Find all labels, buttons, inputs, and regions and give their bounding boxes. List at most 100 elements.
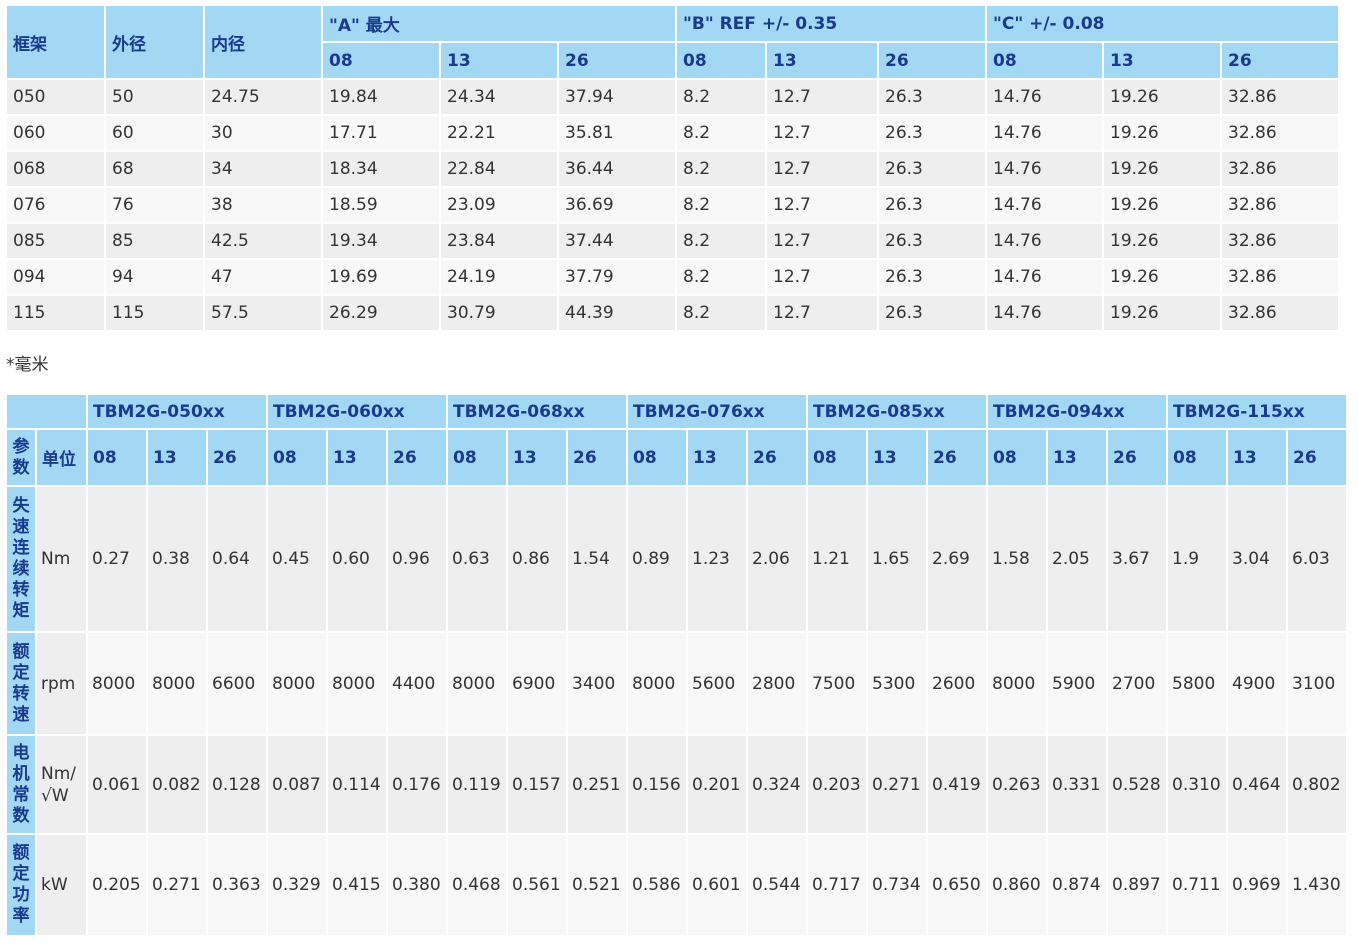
table-cell: 0.114 (328, 736, 386, 833)
table-cell: 0.874 (1048, 835, 1106, 935)
model-group-header: TBM2G-076xx (628, 395, 806, 428)
table-cell: 060 (7, 116, 104, 150)
table-cell: 32.86 (1222, 296, 1338, 330)
table-cell: 3.04 (1228, 487, 1286, 631)
table-cell: 0.711 (1168, 835, 1226, 935)
table-cell: 26.3 (879, 224, 985, 258)
table-cell: 12.7 (767, 296, 877, 330)
table-cell: 0.64 (208, 487, 266, 631)
table-cell: 8000 (148, 633, 206, 734)
table-cell: 14.76 (987, 116, 1102, 150)
sub-header: 26 (559, 43, 675, 78)
table-cell: 0.601 (688, 835, 746, 935)
table-cell: 0.734 (868, 835, 926, 935)
table-cell: 19.26 (1104, 224, 1220, 258)
table-cell: 37.44 (559, 224, 675, 258)
sub-header: 26 (1108, 430, 1166, 485)
table-row: 050 50 24.75 19.84 24.34 37.94 8.2 12.7 26.3 14.7… (7, 80, 1338, 114)
table-cell: 2800 (748, 633, 806, 734)
param-header: 参数 (7, 430, 35, 485)
table-cell: 0.415 (328, 835, 386, 935)
table-cell: 85 (106, 224, 203, 258)
table-cell: 32.86 (1222, 80, 1338, 114)
table-cell: 0.27 (88, 487, 146, 631)
table-cell: 0.176 (388, 736, 446, 833)
sub-header: 13 (1048, 430, 1106, 485)
sub-header: 13 (441, 43, 557, 78)
table-cell: 076 (7, 188, 104, 222)
table-cell: 0.363 (208, 835, 266, 935)
sub-header: 13 (688, 430, 746, 485)
table-cell: 8000 (988, 633, 1046, 734)
table-cell: 0.544 (748, 835, 806, 935)
table-cell: 19.69 (323, 260, 439, 294)
table-cell: 50 (106, 80, 203, 114)
table-cell: 0.061 (88, 736, 146, 833)
sub-header: 13 (148, 430, 206, 485)
table-cell: 0.89 (628, 487, 686, 631)
table-cell: 12.7 (767, 188, 877, 222)
table-cell: 0.528 (1108, 736, 1166, 833)
table-cell: 30.79 (441, 296, 557, 330)
table-cell: 60 (106, 116, 203, 150)
table-cell: 44.39 (559, 296, 675, 330)
table-cell: 085 (7, 224, 104, 258)
model-group-header: TBM2G-050xx (88, 395, 266, 428)
table-cell: 0.380 (388, 835, 446, 935)
table-cell: 050 (7, 80, 104, 114)
table-cell: 0.201 (688, 736, 746, 833)
table-cell: 0.60 (328, 487, 386, 631)
unit-cell: Nm (37, 487, 86, 631)
sub-header: 08 (628, 430, 686, 485)
table-cell: 2700 (1108, 633, 1166, 734)
table-cell: 2.06 (748, 487, 806, 631)
unit-cell: rpm (37, 633, 86, 734)
table-cell: 12.7 (767, 224, 877, 258)
sub-header: 26 (928, 430, 986, 485)
table-cell: 17.71 (323, 116, 439, 150)
table-cell: 24.75 (205, 80, 321, 114)
table-cell: 3100 (1288, 633, 1346, 734)
model-group-header: TBM2G-094xx (988, 395, 1166, 428)
sub-header: 08 (808, 430, 866, 485)
table-cell: 2600 (928, 633, 986, 734)
table-cell: 42.5 (205, 224, 321, 258)
table-cell: 8000 (448, 633, 506, 734)
table-cell: 0.38 (148, 487, 206, 631)
table-cell: 6.03 (1288, 487, 1346, 631)
table-cell: 14.76 (987, 296, 1102, 330)
table-cell: 14.76 (987, 188, 1102, 222)
sub-header: 08 (988, 430, 1046, 485)
table-cell: 1.65 (868, 487, 926, 631)
table-cell: 12.7 (767, 260, 877, 294)
table-cell: 6600 (208, 633, 266, 734)
table-cell: 32.86 (1222, 260, 1338, 294)
table-cell: 0.331 (1048, 736, 1106, 833)
table-cell: 19.26 (1104, 260, 1220, 294)
table-cell: 1.58 (988, 487, 1046, 631)
sub-header: 13 (508, 430, 566, 485)
table-cell: 26.3 (879, 152, 985, 186)
param-label: 失速连续转矩 (7, 487, 35, 631)
table-cell: 115 (106, 296, 203, 330)
table-cell: 068 (7, 152, 104, 186)
table-cell: 3.67 (1108, 487, 1166, 631)
table-cell: 34 (205, 152, 321, 186)
table-cell: 14.76 (987, 224, 1102, 258)
table-cell: 8.2 (677, 260, 765, 294)
table-cell: 26.3 (879, 116, 985, 150)
table-row: 068 68 34 18.34 22.84 36.44 8.2 12.7 26.3 14.76 19… (7, 152, 1338, 186)
table-cell: 32.86 (1222, 152, 1338, 186)
table-cell: 0.156 (628, 736, 686, 833)
param-label: 额定功率 (7, 835, 35, 935)
table-cell: 19.26 (1104, 296, 1220, 330)
table-cell: 3400 (568, 633, 626, 734)
table-cell: 0.419 (928, 736, 986, 833)
table-cell: 35.81 (559, 116, 675, 150)
table-cell: 0.205 (88, 835, 146, 935)
group-a-header: "A" 最大 (323, 6, 675, 41)
table-cell: 18.59 (323, 188, 439, 222)
table-row: 额定功率 kW 0.205 0.271 0.363 0.329 0.415 0.380 0.46… (7, 835, 1346, 935)
table-cell: 0.468 (448, 835, 506, 935)
table-cell: 30 (205, 116, 321, 150)
